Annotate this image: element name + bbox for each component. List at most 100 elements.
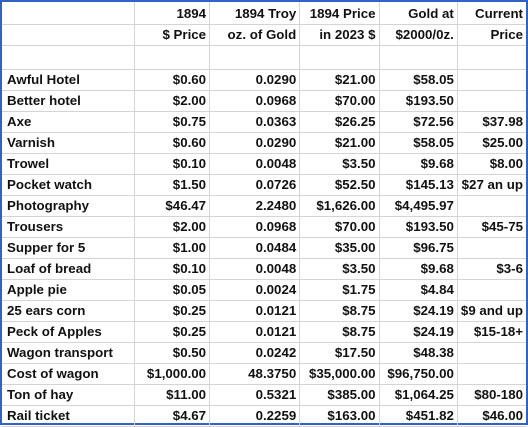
current-price-cell[interactable]: $45-75 bbox=[457, 216, 526, 238]
troy-oz-cell[interactable]: 0.0242 bbox=[209, 342, 301, 364]
item-name-cell[interactable]: Apple pie bbox=[2, 279, 136, 301]
price-1894-cell[interactable]: $0.60 bbox=[134, 132, 211, 154]
price-2023-cell[interactable]: $1,626.00 bbox=[299, 195, 380, 217]
header-cell[interactable] bbox=[2, 24, 136, 46]
price-2023-cell[interactable]: $3.50 bbox=[299, 153, 380, 175]
gold-value-cell[interactable]: $96,750.00 bbox=[379, 363, 458, 385]
troy-oz-cell[interactable]: 0.0290 bbox=[209, 69, 301, 91]
empty-cell[interactable] bbox=[209, 45, 301, 70]
price-2023-cell[interactable]: $8.75 bbox=[299, 321, 380, 343]
empty-cell[interactable] bbox=[134, 45, 211, 70]
gold-value-cell[interactable]: $451.82 bbox=[379, 405, 458, 427]
price-2023-cell[interactable]: $70.00 bbox=[299, 216, 380, 238]
price-2023-cell[interactable]: $52.50 bbox=[299, 174, 380, 196]
troy-oz-cell[interactable]: 0.0726 bbox=[209, 174, 301, 196]
current-price-cell[interactable]: $37.98 bbox=[457, 111, 526, 133]
price-1894-cell[interactable]: $2.00 bbox=[134, 216, 211, 238]
current-price-cell[interactable] bbox=[457, 69, 526, 91]
current-price-cell[interactable] bbox=[457, 90, 526, 112]
troy-oz-cell[interactable]: 0.5321 bbox=[209, 384, 301, 406]
current-price-cell[interactable]: $27 an up bbox=[457, 174, 526, 196]
item-name-cell[interactable]: Trousers bbox=[2, 216, 136, 238]
header-cell[interactable]: 1894 bbox=[134, 2, 211, 25]
current-price-cell[interactable]: $25.00 bbox=[457, 132, 526, 154]
current-price-cell[interactable]: $15-18+ bbox=[457, 321, 526, 343]
troy-oz-cell[interactable]: 0.0484 bbox=[209, 237, 301, 259]
header-cell[interactable]: Price bbox=[457, 24, 526, 46]
price-1894-cell[interactable]: $4.67 bbox=[134, 405, 211, 427]
current-price-cell[interactable] bbox=[457, 363, 526, 385]
price-1894-cell[interactable]: $1.00 bbox=[134, 237, 211, 259]
item-name-cell[interactable]: Axe bbox=[2, 111, 136, 133]
gold-value-cell[interactable]: $1,064.25 bbox=[379, 384, 458, 406]
item-name-cell[interactable]: Awful Hotel bbox=[2, 69, 136, 91]
troy-oz-cell[interactable]: 0.0048 bbox=[209, 153, 301, 175]
troy-oz-cell[interactable]: 0.0024 bbox=[209, 279, 301, 301]
current-price-cell[interactable]: $8.00 bbox=[457, 153, 526, 175]
empty-cell[interactable] bbox=[379, 45, 458, 70]
header-cell[interactable]: $2000/0z. bbox=[379, 24, 458, 46]
price-1894-cell[interactable]: $11.00 bbox=[134, 384, 211, 406]
price-2023-cell[interactable]: $21.00 bbox=[299, 132, 380, 154]
price-1894-cell[interactable]: $0.05 bbox=[134, 279, 211, 301]
item-name-cell[interactable]: Better hotel bbox=[2, 90, 136, 112]
gold-value-cell[interactable]: $4,495.97 bbox=[379, 195, 458, 217]
price-1894-cell[interactable]: $1,000.00 bbox=[134, 363, 211, 385]
troy-oz-cell[interactable]: 0.0968 bbox=[209, 216, 301, 238]
current-price-cell[interactable] bbox=[457, 279, 526, 301]
price-1894-cell[interactable]: $0.10 bbox=[134, 258, 211, 280]
price-2023-cell[interactable]: $35.00 bbox=[299, 237, 380, 259]
current-price-cell[interactable] bbox=[457, 237, 526, 259]
item-name-cell[interactable]: Cost of wagon bbox=[2, 363, 136, 385]
price-2023-cell[interactable]: $385.00 bbox=[299, 384, 380, 406]
current-price-cell[interactable]: $80-180 bbox=[457, 384, 526, 406]
item-name-cell[interactable]: Peck of Apples bbox=[2, 321, 136, 343]
troy-oz-cell[interactable]: 2.2480 bbox=[209, 195, 301, 217]
price-1894-cell[interactable]: $0.10 bbox=[134, 153, 211, 175]
current-price-cell[interactable] bbox=[457, 195, 526, 217]
gold-value-cell[interactable]: $72.56 bbox=[379, 111, 458, 133]
empty-cell[interactable] bbox=[2, 45, 136, 70]
gold-value-cell[interactable]: $145.13 bbox=[379, 174, 458, 196]
header-cell[interactable]: 1894 Troy bbox=[209, 2, 301, 25]
item-name-cell[interactable]: Supper for 5 bbox=[2, 237, 136, 259]
troy-oz-cell[interactable]: 0.2259 bbox=[209, 405, 301, 427]
price-2023-cell[interactable]: $3.50 bbox=[299, 258, 380, 280]
gold-value-cell[interactable]: $24.19 bbox=[379, 300, 458, 322]
troy-oz-cell[interactable]: 48.3750 bbox=[209, 363, 301, 385]
header-cell[interactable]: Current bbox=[457, 2, 526, 25]
item-name-cell[interactable]: 25 ears corn bbox=[2, 300, 136, 322]
troy-oz-cell[interactable]: 0.0121 bbox=[209, 321, 301, 343]
price-2023-cell[interactable]: $8.75 bbox=[299, 300, 380, 322]
current-price-cell[interactable]: $9 and up bbox=[457, 300, 526, 322]
troy-oz-cell[interactable]: 0.0968 bbox=[209, 90, 301, 112]
header-cell[interactable]: in 2023 $ bbox=[299, 24, 380, 46]
item-name-cell[interactable]: Loaf of bread bbox=[2, 258, 136, 280]
empty-cell[interactable] bbox=[299, 45, 380, 70]
troy-oz-cell[interactable]: 0.0363 bbox=[209, 111, 301, 133]
gold-value-cell[interactable]: $96.75 bbox=[379, 237, 458, 259]
header-cell[interactable]: 1894 Price bbox=[299, 2, 380, 25]
price-2023-cell[interactable]: $163.00 bbox=[299, 405, 380, 427]
gold-value-cell[interactable]: $9.68 bbox=[379, 153, 458, 175]
price-2023-cell[interactable]: $21.00 bbox=[299, 69, 380, 91]
price-2023-cell[interactable]: $17.50 bbox=[299, 342, 380, 364]
price-2023-cell[interactable]: $35,000.00 bbox=[299, 363, 380, 385]
gold-value-cell[interactable]: $9.68 bbox=[379, 258, 458, 280]
empty-cell[interactable] bbox=[457, 45, 526, 70]
troy-oz-cell[interactable]: 0.0121 bbox=[209, 300, 301, 322]
item-name-cell[interactable]: Photography bbox=[2, 195, 136, 217]
gold-value-cell[interactable]: $58.05 bbox=[379, 69, 458, 91]
gold-value-cell[interactable]: $58.05 bbox=[379, 132, 458, 154]
price-1894-cell[interactable]: $0.25 bbox=[134, 321, 211, 343]
price-2023-cell[interactable]: $1.75 bbox=[299, 279, 380, 301]
header-cell[interactable]: $ Price bbox=[134, 24, 211, 46]
header-cell[interactable]: oz. of Gold bbox=[209, 24, 301, 46]
current-price-cell[interactable]: $46.00 bbox=[457, 405, 526, 427]
item-name-cell[interactable]: Rail ticket bbox=[2, 405, 136, 427]
price-2023-cell[interactable]: $26.25 bbox=[299, 111, 380, 133]
gold-value-cell[interactable]: $24.19 bbox=[379, 321, 458, 343]
price-2023-cell[interactable]: $70.00 bbox=[299, 90, 380, 112]
gold-value-cell[interactable]: $193.50 bbox=[379, 216, 458, 238]
current-price-cell[interactable] bbox=[457, 342, 526, 364]
